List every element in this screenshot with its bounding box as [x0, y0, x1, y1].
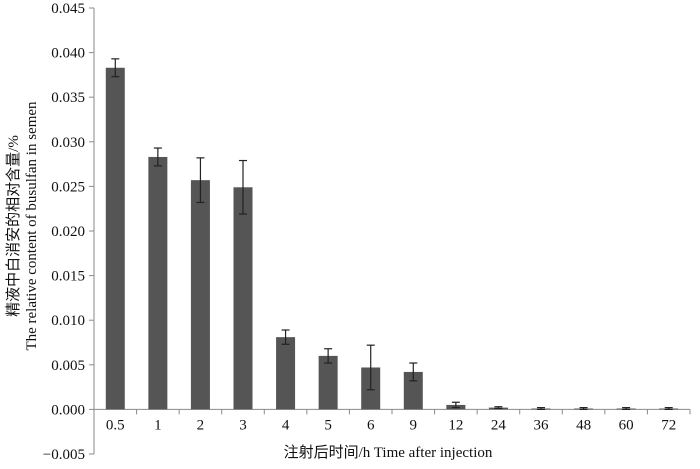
- x-tick-label: 2: [197, 417, 205, 433]
- bar: [233, 187, 253, 410]
- y-tick-label: 0.040: [51, 46, 85, 62]
- x-tick-label: 12: [448, 417, 463, 433]
- labels-layer: 0.045 0.040 0.035 0.030 0.025 0.020 0.015 0.010…: [43, 1, 676, 463]
- bars-layer: [105, 67, 679, 410]
- x-tick-label: 36: [534, 417, 550, 433]
- x-tick-label: 3: [239, 417, 247, 433]
- axes-layer: [89, 7, 691, 455]
- y-tick-label: 0.020: [51, 224, 85, 240]
- y-axis-title-cn: 精液中白消安的相对含量/%: [5, 135, 22, 317]
- bar: [148, 156, 168, 410]
- errorbars-layer: [111, 58, 673, 410]
- x-tick-label: 48: [576, 417, 591, 433]
- x-axis-title: 注射后时间/h Time after injection: [284, 444, 493, 461]
- bar: [105, 67, 125, 410]
- x-tick-label: 9: [410, 417, 418, 433]
- bar: [190, 180, 210, 410]
- x-tick-label: 1: [154, 417, 162, 433]
- y-tick-label: −0.005: [43, 447, 85, 463]
- y-tick-label: 0.010: [51, 313, 85, 329]
- y-axis-title-en: The relative content of busulfan in seme…: [24, 101, 40, 351]
- x-tick-label: 60: [619, 417, 634, 433]
- y-tick-label: 0.025: [51, 179, 85, 195]
- y-tick-label: 0.035: [51, 90, 85, 106]
- bar: [403, 371, 423, 410]
- y-tick-label: 0.005: [51, 358, 85, 374]
- bar: [276, 337, 296, 410]
- bar: [318, 355, 338, 410]
- x-tick-label: 24: [491, 417, 507, 433]
- x-tick-label: 72: [661, 417, 676, 433]
- x-tick-label: 0.5: [106, 417, 125, 433]
- x-tick-label: 4: [282, 417, 290, 433]
- y-tick-label: 0.015: [51, 269, 85, 285]
- x-tick-label: 5: [324, 417, 332, 433]
- y-tick-label: 0.045: [51, 1, 85, 17]
- y-tick-label: 0.030: [51, 135, 85, 151]
- y-tick-label: 0.000: [51, 402, 85, 418]
- x-tick-label: 6: [367, 417, 375, 433]
